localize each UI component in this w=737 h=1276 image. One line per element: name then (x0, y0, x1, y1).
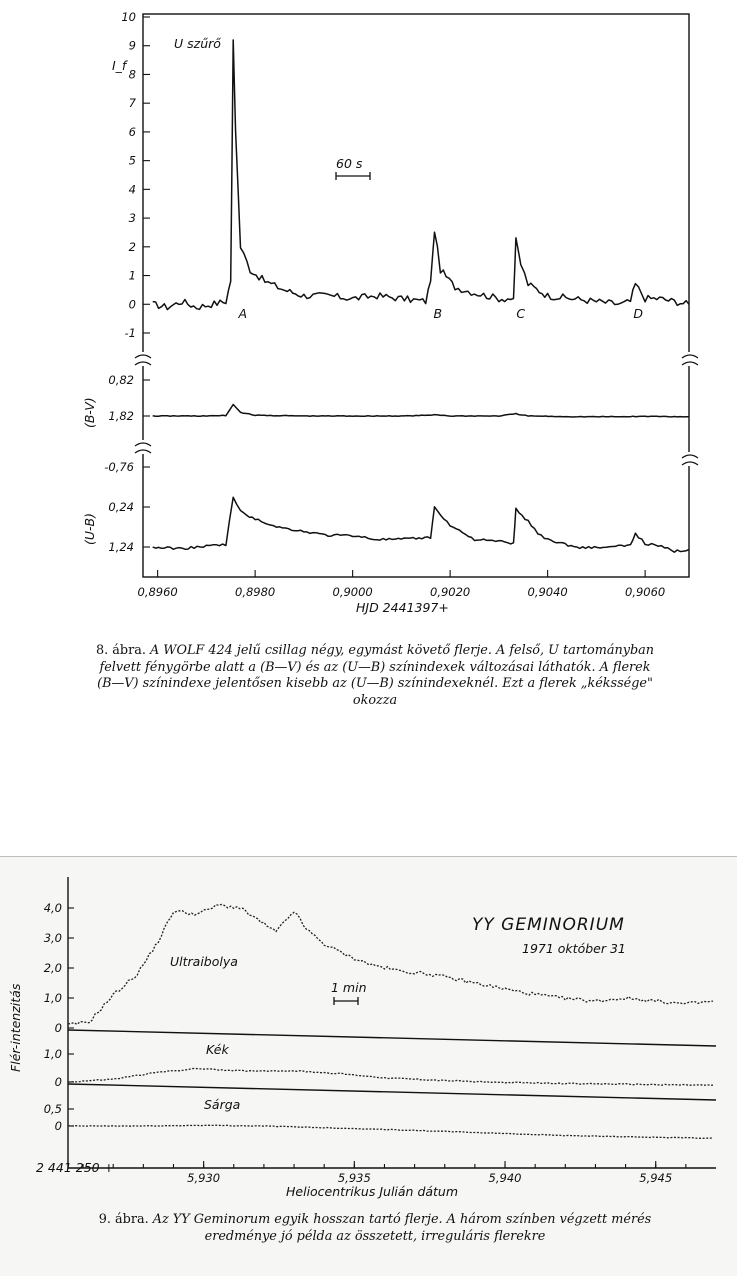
figure-8-page (0, 0, 737, 855)
y-tick-label: 4,0 (44, 901, 62, 915)
y-tick-label: 3 (129, 211, 136, 225)
y-tick-label: 6 (129, 125, 136, 139)
y-tick-label: 8 (129, 67, 136, 81)
y-tick-label: 0 (55, 1021, 62, 1035)
x-tick-label: 5,935 (338, 1171, 371, 1185)
x-tick-label: 0,9060 (625, 585, 665, 599)
x-tick-label: 0,8960 (138, 585, 178, 599)
figure-9-ticks: 4,0 3,0 2,0 1,0 0 1,0 0 0,5 0 5,930 5,935 5,940 5,94… (44, 901, 687, 1185)
figure-8-chart: 109876543210-10,821,82-0,760,241,240,896… (82, 10, 699, 615)
separator-1 (67, 1029, 717, 1047)
axis-break-marks (134, 352, 699, 466)
y-tick-label: 10 (121, 10, 136, 24)
separator-2 (67, 1083, 717, 1101)
caption-line-1: A WOLF 424 jelű csillag négy, egymást kö… (149, 643, 655, 658)
figure-8-labels: A B C D (238, 306, 644, 321)
y-tick-label: 1,0 (44, 991, 62, 1005)
series-line-9-0 (67, 903, 714, 1026)
figure-8-frame (142, 13, 690, 578)
flare-label: C (516, 306, 525, 321)
series-line-2 (152, 496, 690, 553)
filter-annotation: U szűrő (174, 36, 221, 51)
x-tick-label: 0,9000 (333, 585, 373, 599)
figure-9-caption: 9. ábra. Az YY Geminorum egyik hosszan t… (30, 1212, 720, 1245)
y-tick-label: 0 (55, 1119, 62, 1133)
y-tick-label: -0,76 (104, 460, 134, 474)
y-tick-label: 0,5 (44, 1102, 62, 1116)
series-line-9-2 (67, 1124, 714, 1139)
x-axis-label-9: Heliocentrikus Julián dátum (286, 1184, 458, 1199)
figure-9-axes (67, 877, 716, 1169)
y-tick-label: 2 (129, 240, 136, 254)
y-tick-label: -1 (125, 326, 136, 340)
figure-8-ticks: 109876543210-10,821,82-0,760,241,240,896… (104, 10, 665, 599)
scale-bar-9 (333, 997, 359, 1005)
y-tick-label: 1,82 (108, 409, 134, 423)
caption-line-3: (B—V) színindexe jelentősen kisebb az (U… (97, 676, 653, 691)
flare-label: D (633, 306, 643, 321)
caption-line-2: felvett fénygörbe alatt a (B—V) és az (U… (99, 659, 651, 675)
y-tick-label: 1,24 (108, 540, 134, 554)
flare-label: A (238, 306, 248, 321)
series-label-ultraibolya: Ultraibolya (170, 954, 238, 969)
y-axis-label-9: Flér-intenzitás (8, 983, 23, 1072)
chart-title: YY GEMINORIUM (472, 915, 625, 935)
figure-9-page (0, 856, 737, 1276)
scale-bar-label-9: 1 min (331, 980, 367, 995)
y-tick-label: 7 (129, 96, 137, 110)
caption-number: 8. ábra. (95, 643, 146, 658)
caption-number-9: 9. ábra. (98, 1212, 149, 1227)
x-tick-label: 5,945 (639, 1171, 672, 1185)
y-tick-label: 9 (129, 39, 136, 53)
x-axis-label: HJD 2441397+ (356, 600, 449, 615)
scale-bar-label: 60 s (336, 156, 363, 171)
flare-label: B (434, 306, 443, 321)
y-tick-label: 0,24 (108, 500, 134, 514)
series-line-0 (152, 39, 690, 311)
y-axis-label-ub: (U-B) (82, 513, 97, 545)
x-tick-label: 0,9020 (430, 585, 470, 599)
caption9-line-2: eredménye jó példa az összetett, irregul… (204, 1228, 546, 1244)
figure-9-traces (67, 903, 714, 1139)
y-tick-label: 2,0 (44, 961, 62, 975)
y-tick-label: 0 (55, 1075, 62, 1089)
caption9-line-1: Az YY Geminorum egyik hosszan tartó fler… (152, 1212, 652, 1227)
y-axis-label-if: I_f (112, 58, 128, 73)
y-tick-label: 4 (129, 182, 136, 196)
x-tick-label: 5,930 (187, 1171, 220, 1185)
y-tick-label: 3,0 (44, 931, 62, 945)
figure-8-traces (152, 39, 690, 553)
y-axis-label-bv: (B-V) (82, 397, 97, 428)
x-tick-label: 5,940 (489, 1171, 522, 1185)
x-tick-label: 0,9040 (528, 585, 568, 599)
x-tick-label: 0,8980 (235, 585, 275, 599)
caption-line-4: okozza (352, 692, 398, 708)
y-tick-label: 0,82 (108, 373, 134, 387)
chart-date: 1971 október 31 (522, 941, 626, 956)
y-tick-label: 1 (129, 269, 136, 283)
series-label-sarga: Sárga (204, 1097, 240, 1112)
series-line-1 (152, 403, 689, 418)
y-tick-label: 0 (129, 297, 136, 311)
x-offset-label: 2 441 250 + (36, 1160, 114, 1175)
scale-bar (335, 172, 371, 180)
y-tick-label: 1,0 (44, 1047, 62, 1061)
series-label-kek: Kék (206, 1042, 229, 1057)
series-line-9-1 (67, 1067, 714, 1086)
y-tick-label: 5 (129, 154, 136, 168)
figure-8-caption: 8. ábra. A WOLF 424 jelű csillag négy, e… (30, 643, 720, 709)
